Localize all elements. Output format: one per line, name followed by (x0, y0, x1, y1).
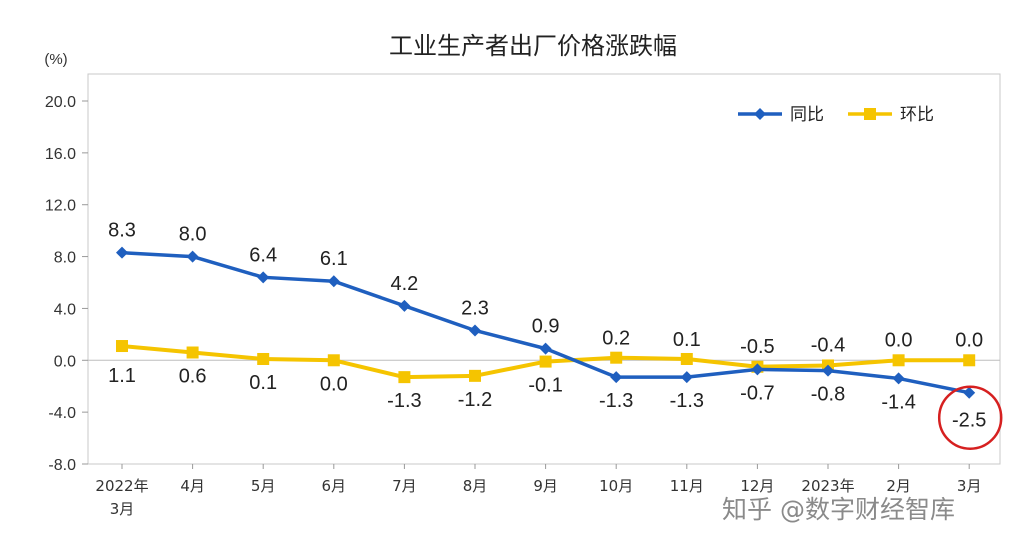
point-marker-yoy (398, 299, 411, 312)
x-tick-label: 10月 (599, 477, 633, 495)
point-marker-yoy (539, 342, 552, 355)
y-axis-ticks: 20.0 16.0 12.0 8.0 4.0 0.0 -4.0 -8.0 (45, 94, 88, 474)
data-label-yoy: 6.4 (249, 244, 277, 266)
x-tick-label: 4月 (180, 477, 205, 495)
data-label-yoy: 8.3 (108, 220, 136, 242)
data-label-yoy: 2.3 (461, 297, 489, 319)
data-label-mom: 1.1 (108, 365, 136, 387)
plot-border (87, 73, 1001, 465)
legend-label-mom: 环比 (900, 105, 934, 125)
point-marker-yoy (680, 371, 693, 384)
data-label-mom: 0.0 (320, 373, 348, 395)
x-tick-label: 7月 (392, 477, 417, 495)
data-label-mom: 0.1 (249, 372, 277, 394)
data-label-yoy: -1.4 (881, 391, 915, 413)
point-marker-yoy (610, 371, 623, 384)
point-marker-yoy (257, 271, 270, 284)
highlight-circle (937, 385, 1003, 450)
data-label-mom: -1.3 (387, 390, 421, 412)
point-marker-mom (257, 352, 270, 365)
chart-title: 工业生产者出厂价格涨跌幅 (389, 32, 677, 60)
point-marker-mom (116, 340, 128, 353)
point-marker-yoy (327, 275, 340, 288)
y-tick-label: 4.0 (54, 301, 76, 318)
y-tick-label: 16.0 (45, 146, 76, 163)
legend-marker-mom (864, 108, 876, 120)
point-marker-mom (186, 346, 199, 359)
x-tick-label: 11月 (670, 477, 704, 495)
data-label-yoy: 4.2 (390, 273, 418, 295)
plot-frame (87, 73, 1001, 465)
y-tick-label: 20.0 (45, 94, 76, 111)
data-label-mom: -0.1 (528, 375, 562, 397)
point-marker-yoy (822, 364, 834, 377)
data-label-yoy: -1.3 (670, 390, 704, 412)
point-marker-mom (963, 354, 976, 367)
point-marker-mom (327, 354, 340, 367)
y-tick-label: -4.0 (48, 405, 76, 422)
x-tick-label: 2022年 (95, 477, 148, 495)
data-label-yoy: -0.8 (811, 384, 845, 406)
x-tick-label: 2023年 (801, 477, 854, 495)
data-label-yoy: -2.5 (952, 410, 986, 432)
y-tick-label: 8.0 (54, 250, 76, 267)
point-marker-mom (892, 354, 905, 367)
x-tick-label: 9月 (533, 477, 558, 495)
data-label-yoy: -1.3 (599, 390, 633, 412)
y-tick-label: 12.0 (45, 198, 76, 215)
data-label-yoy: 8.0 (179, 224, 207, 246)
y-axis-unit: (%) (44, 51, 67, 68)
data-label-mom: -0.5 (740, 336, 774, 358)
point-marker-mom (398, 371, 411, 384)
x-tick-label: 3月 (110, 500, 135, 518)
data-label-mom: -0.4 (811, 334, 845, 356)
x-tick-label: 6月 (322, 477, 347, 495)
point-marker-yoy (751, 363, 764, 376)
data-label-mom: 0.0 (885, 329, 913, 351)
data-label-mom: 0.6 (179, 366, 207, 388)
legend-label-yoy: 同比 (790, 105, 824, 125)
point-marker-mom (469, 369, 481, 382)
data-label-mom: 0.0 (955, 329, 983, 351)
point-marker-mom (539, 355, 552, 368)
data-label-mom: 0.1 (673, 329, 701, 351)
point-marker-yoy (469, 324, 481, 337)
watermark-text: 知乎 @数字财经智库 (722, 495, 955, 524)
x-tick-label: 3月 (957, 477, 982, 495)
y-tick-label: -8.0 (48, 457, 76, 474)
data-label-mom: -1.2 (458, 389, 492, 411)
highlight-layer (937, 385, 1003, 450)
point-marker-yoy (963, 386, 976, 399)
legend: 同比 环比 (738, 105, 934, 125)
series-layer (116, 246, 976, 399)
data-labels: 8.3 8.0 6.4 6.1 4.2 2.3 0.9 -1.3 -1.3 -0.7 -0.8 -1.… (108, 220, 986, 432)
data-label-yoy: 0.9 (532, 316, 560, 338)
x-tick-label: 5月 (251, 477, 276, 495)
y-tick-label: 0.0 (54, 353, 76, 370)
point-marker-mom (680, 352, 693, 365)
legend-marker-yoy (754, 108, 766, 120)
point-marker-mom (610, 351, 623, 364)
x-tick-label: 8月 (463, 477, 488, 495)
x-tick-label: 2月 (886, 477, 911, 495)
data-label-yoy: 6.1 (320, 248, 348, 270)
data-label-mom: 0.2 (602, 328, 630, 350)
point-marker-yoy (186, 250, 199, 263)
point-marker-yoy (116, 246, 128, 259)
x-tick-label: 12月 (740, 477, 774, 495)
x-axis-ticks: 2022年 3月 4月 5月 6月 7月 8月 9月 10月 11月 12月 2023年 2月 3月 (95, 464, 981, 518)
data-label-yoy: -0.7 (740, 382, 774, 404)
point-marker-yoy (892, 372, 905, 385)
